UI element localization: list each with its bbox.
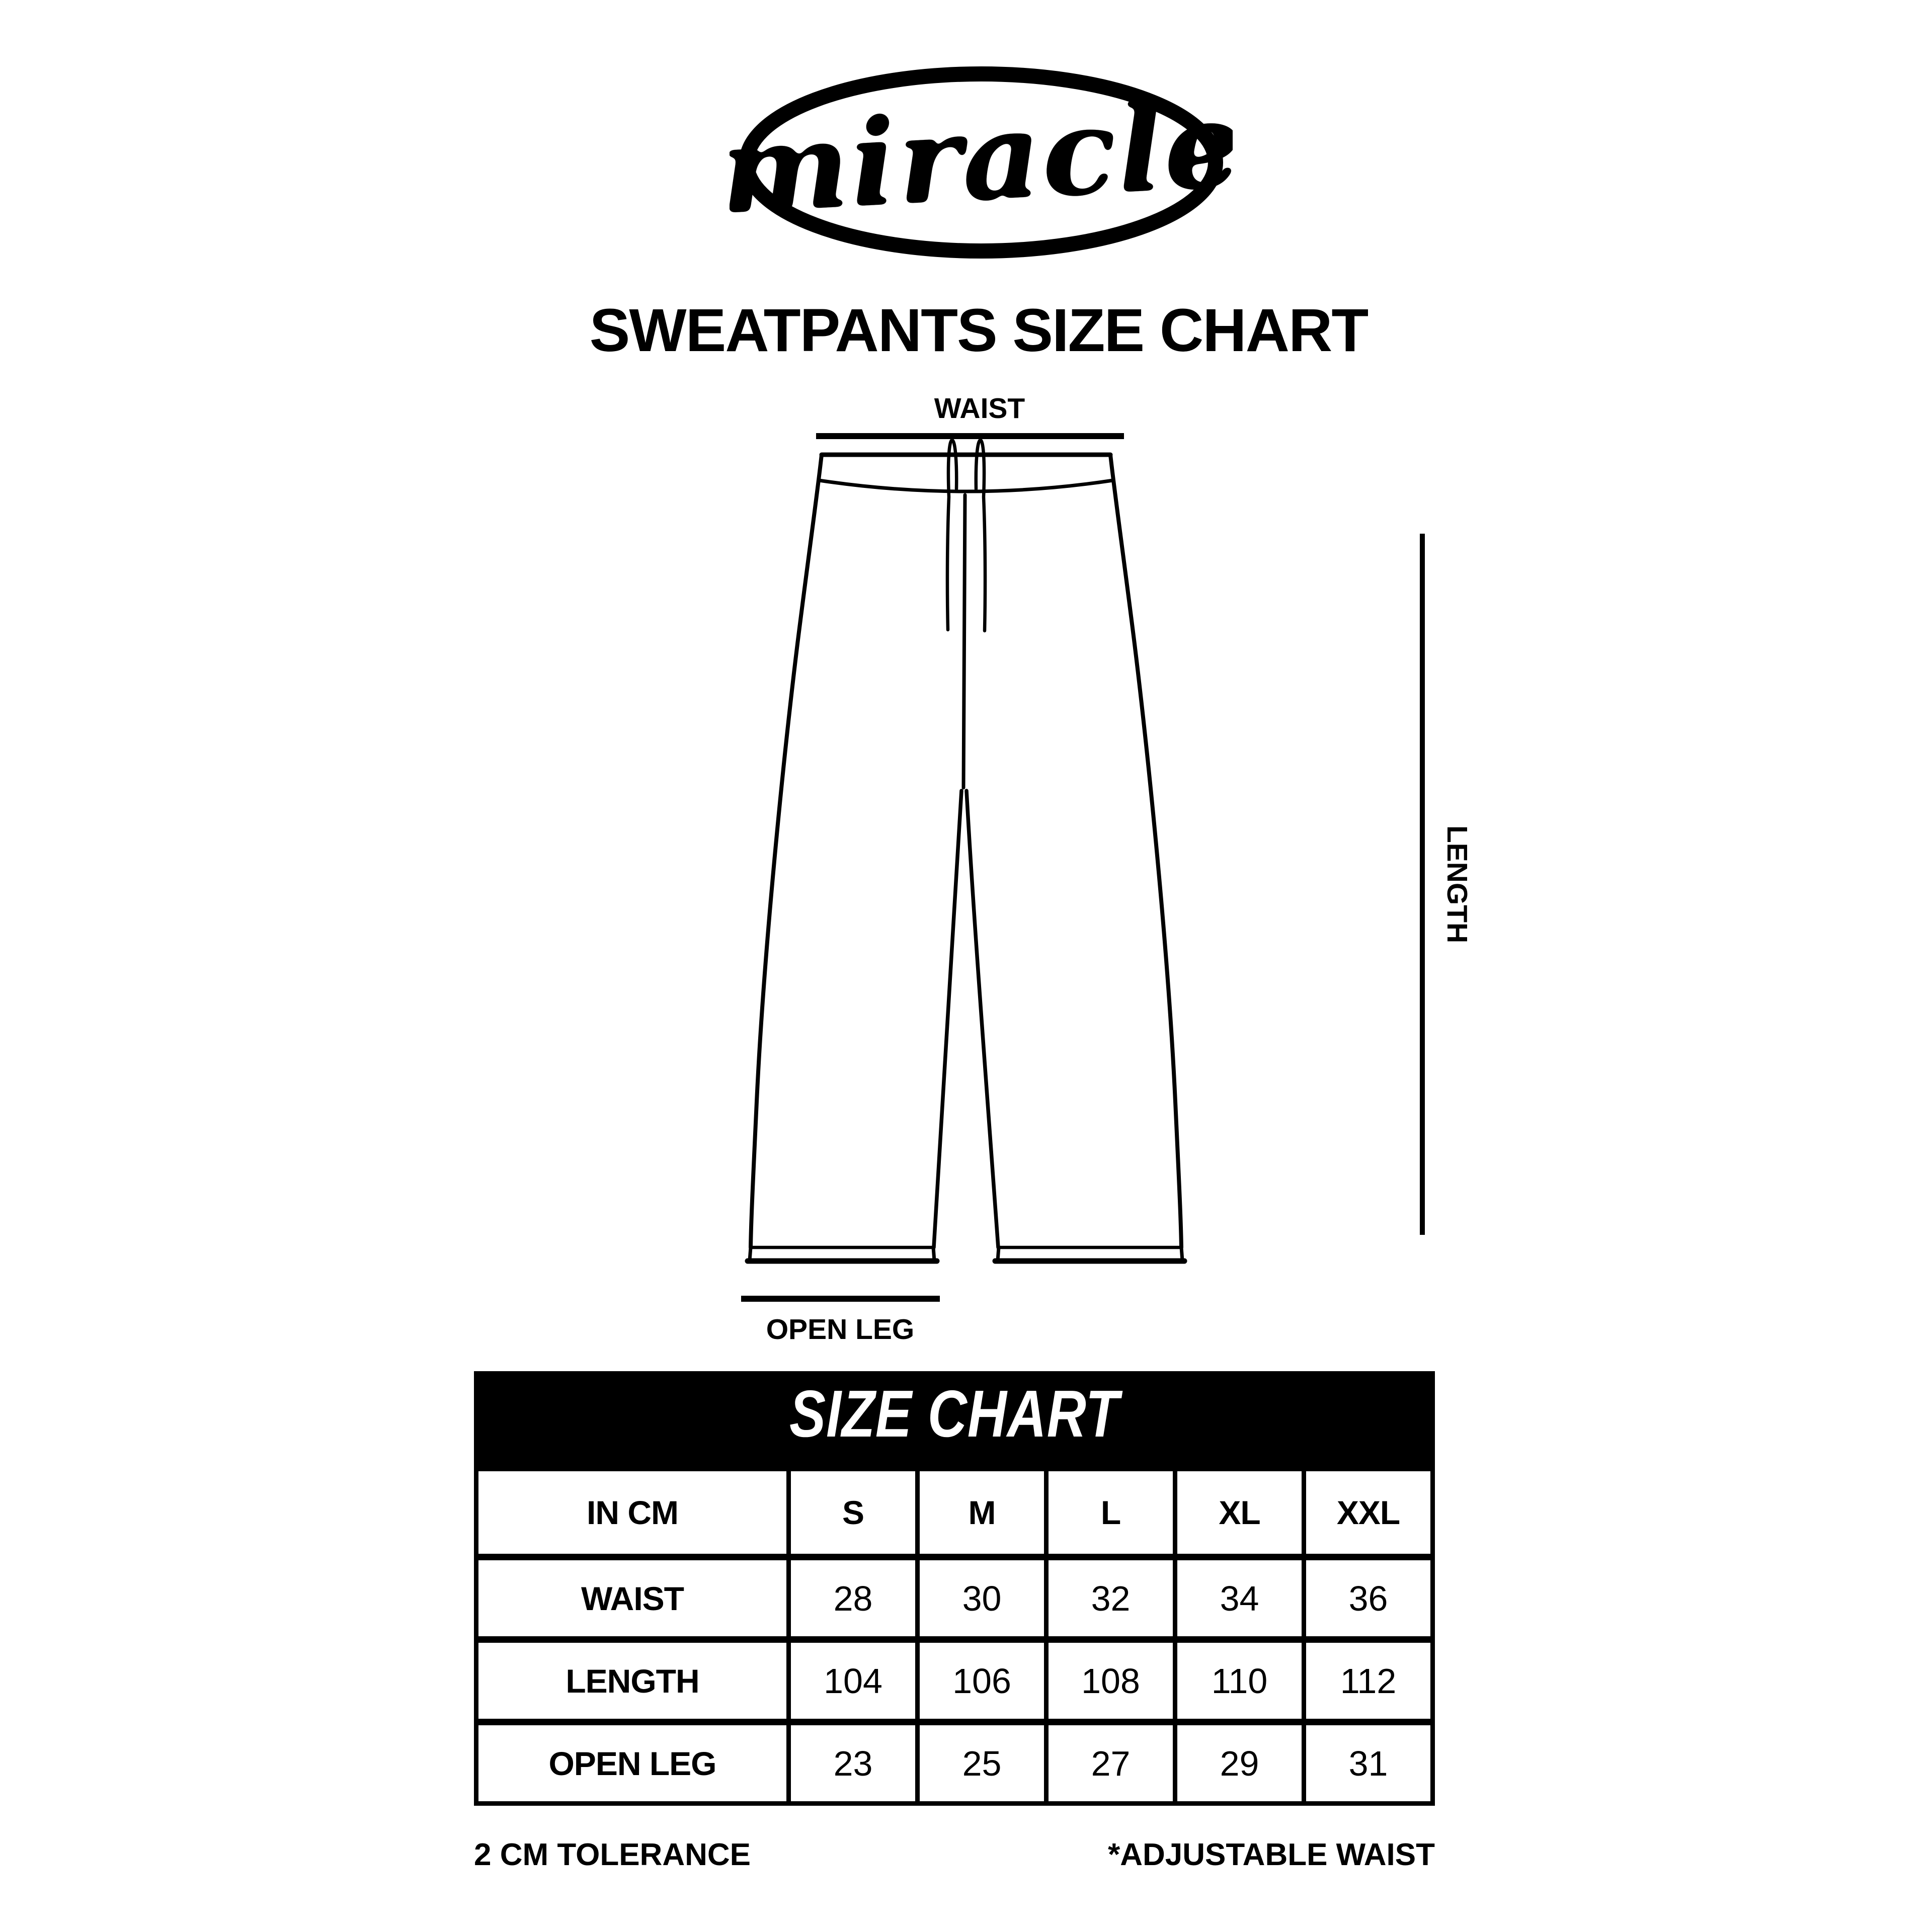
size-chart-header-title: SIZE CHART bbox=[789, 1376, 1119, 1471]
size-chart-table: SIZE CHART IN CM S M L XL XXL WAIST 28 3… bbox=[474, 1371, 1435, 1806]
brand-logo: miracle bbox=[730, 66, 1233, 259]
length-measure-line bbox=[1420, 534, 1425, 1235]
open-leg-m: 25 bbox=[915, 1719, 1044, 1801]
open-leg-measure-line bbox=[741, 1296, 940, 1302]
waistband-bottom-curve bbox=[817, 478, 1115, 493]
length-measure-label: LENGTH bbox=[1441, 825, 1473, 944]
row-label-open-leg: OPEN LEG bbox=[478, 1719, 786, 1801]
size-chart-header-bar: SIZE CHART bbox=[478, 1376, 1430, 1471]
waist-l: 32 bbox=[1044, 1554, 1173, 1636]
right-inseam bbox=[964, 789, 1000, 1249]
logo-oval-ring bbox=[739, 66, 1223, 259]
right-outer-seam bbox=[1108, 453, 1183, 1249]
waist-xl: 34 bbox=[1173, 1554, 1302, 1636]
adjustable-waist-footnote: *ADJUSTABLE WAIST bbox=[1108, 1837, 1435, 1872]
sweatpants-technical-drawing bbox=[745, 438, 1187, 1264]
open-leg-s: 23 bbox=[786, 1719, 915, 1801]
waist-measure-label: WAIST bbox=[934, 392, 1025, 425]
col-header-xl: XL bbox=[1173, 1471, 1302, 1554]
drawstring-right-loop bbox=[974, 438, 987, 633]
length-s: 104 bbox=[786, 1636, 915, 1719]
waist-s: 28 bbox=[786, 1554, 915, 1636]
waist-m: 30 bbox=[915, 1554, 1044, 1636]
unit-label-cell: IN CM bbox=[478, 1471, 786, 1554]
length-m: 106 bbox=[915, 1636, 1044, 1719]
drawstring-left-loop bbox=[945, 438, 958, 632]
page-title: SWEATPANTS SIZE CHART bbox=[589, 296, 1369, 364]
left-inseam bbox=[932, 789, 963, 1249]
open-leg-measure-label: OPEN LEG bbox=[766, 1313, 915, 1346]
length-xxl: 112 bbox=[1302, 1636, 1430, 1719]
logo-script-text: miracle bbox=[730, 74, 1233, 241]
col-header-l: L bbox=[1044, 1471, 1173, 1554]
row-label-length: LENGTH bbox=[478, 1636, 786, 1719]
col-header-m: M bbox=[915, 1471, 1044, 1554]
col-header-s: S bbox=[786, 1471, 915, 1554]
open-leg-xxl: 31 bbox=[1302, 1719, 1430, 1801]
tolerance-footnote: 2 CM TOLERANCE bbox=[474, 1837, 751, 1872]
open-leg-l: 27 bbox=[1044, 1719, 1173, 1801]
length-l: 108 bbox=[1044, 1636, 1173, 1719]
waist-xxl: 36 bbox=[1302, 1554, 1430, 1636]
row-label-waist: WAIST bbox=[478, 1554, 786, 1636]
left-outer-seam bbox=[749, 453, 824, 1249]
length-xl: 110 bbox=[1173, 1636, 1302, 1719]
size-chart-grid: IN CM S M L XL XXL WAIST 28 30 32 34 36 … bbox=[478, 1471, 1430, 1801]
waist-measure-line bbox=[816, 433, 1124, 439]
front-rise-seam bbox=[961, 493, 967, 790]
open-leg-xl: 29 bbox=[1173, 1719, 1302, 1801]
col-header-xxl: XXL bbox=[1302, 1471, 1430, 1554]
